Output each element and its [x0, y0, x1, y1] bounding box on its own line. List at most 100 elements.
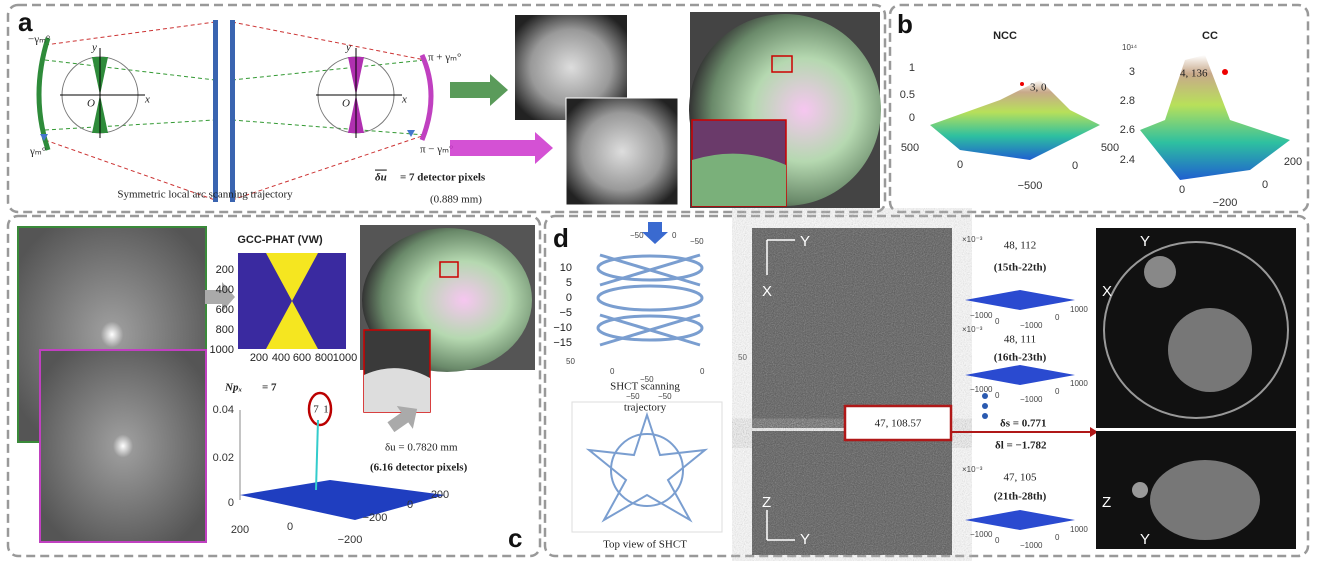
- tick-label: 0: [995, 317, 1000, 326]
- tick-label: 200: [431, 489, 449, 501]
- surface: [965, 365, 1075, 385]
- plot-title: NCC: [993, 30, 1017, 42]
- shift-px: (6.16 detector pixels): [370, 462, 468, 474]
- top-view: [589, 415, 705, 520]
- peak-label: 3, 0: [1030, 82, 1047, 94]
- tick-label: −1000: [1020, 395, 1043, 404]
- exponent: 10¹⁴: [1122, 43, 1138, 52]
- tick-label: 0: [1055, 533, 1060, 542]
- tick-label: 3: [1129, 66, 1135, 78]
- tick-label: 0: [228, 497, 234, 509]
- surface: [240, 480, 445, 520]
- tick-label: 0: [909, 112, 915, 124]
- tick-label: 2.8: [1120, 95, 1135, 107]
- tick-label: 600: [216, 304, 234, 316]
- tick-label: 1000: [1070, 305, 1088, 314]
- inset-detail: [692, 154, 786, 206]
- tick-label: −500: [1018, 180, 1043, 192]
- peak-marker: [1222, 69, 1228, 75]
- axis-label: x: [144, 94, 150, 106]
- figure: a y x O y x O −γₘ° γₘ° π + γₘ° π − γₘ° S…: [0, 0, 1317, 561]
- peak-plots: ×10⁻³ 48, 112 (15th-22th) −1000 0 −1000 …: [962, 235, 1088, 550]
- tick-label: 0: [566, 292, 572, 304]
- tick-label: 400: [216, 284, 234, 296]
- tick-label: 600: [293, 352, 311, 364]
- axis-label: Y: [1140, 233, 1150, 250]
- axis-label: x: [401, 94, 407, 106]
- arrow: [450, 74, 508, 106]
- tick-label: −200: [338, 534, 363, 546]
- shift-mm: (0.889 mm): [430, 194, 482, 206]
- tick-label: 2.6: [1120, 124, 1135, 136]
- tick-group: 200 400 600 800 1000: [210, 264, 234, 356]
- tick-label: −1000: [970, 530, 993, 539]
- plot-title: CC: [1202, 30, 1218, 42]
- tick-label: −200: [1213, 197, 1238, 209]
- tick-label: 1000: [210, 344, 234, 356]
- angle-label: π + γₘ°: [428, 52, 461, 64]
- frame-range: (15th-22th): [994, 262, 1047, 274]
- ct-structure: [1144, 256, 1176, 288]
- tick-label: 500: [901, 142, 919, 154]
- fft-image: [40, 350, 206, 542]
- plot-title: GCC-PHAT (VW): [237, 234, 323, 246]
- estimate-text: = 7: [262, 382, 277, 394]
- caption: trajectory: [624, 402, 667, 414]
- ct-noise: [752, 228, 952, 428]
- origin-label: O: [87, 98, 95, 110]
- projection-image: [566, 98, 678, 205]
- ellipsis-dot: [982, 393, 988, 399]
- shift-text: = 7 detector pixels: [400, 172, 486, 184]
- exponent: ×10⁻³: [962, 465, 983, 474]
- surface: [965, 510, 1075, 530]
- surface: [930, 80, 1100, 160]
- tick-label: −200: [363, 512, 388, 524]
- tick-label: 0: [1262, 179, 1268, 191]
- helix: [598, 255, 702, 345]
- axis-label: Z: [762, 494, 771, 511]
- tick-label: 200: [250, 352, 268, 364]
- tick-label: 10: [560, 262, 572, 274]
- tick-group: 10 5 0 −5 −10 −15: [553, 262, 572, 349]
- delta-l: δl = −1.782: [995, 440, 1047, 452]
- tick-label: 5: [566, 277, 572, 289]
- detector: [213, 20, 218, 202]
- surface: [965, 290, 1075, 310]
- tick-label: 0.5: [900, 89, 915, 101]
- peak-label: 47, 105: [1004, 472, 1038, 484]
- tick-label: 0: [407, 499, 413, 511]
- tick-label: −1000: [970, 311, 993, 320]
- tick-label: 0: [610, 367, 615, 376]
- ct-noise: [752, 431, 952, 555]
- arc: [422, 55, 431, 140]
- axis-label: Z: [1102, 494, 1111, 511]
- tick-label: −50: [658, 392, 672, 401]
- detector: [230, 20, 235, 202]
- tick-label: 0: [1055, 313, 1060, 322]
- axis-label: X: [1102, 283, 1112, 300]
- tick-label: 200: [216, 264, 234, 276]
- tick-label: 0: [1179, 184, 1185, 196]
- ellipsis-dot: [982, 413, 988, 419]
- panel-label: a: [18, 7, 33, 37]
- tick-label: −10: [553, 322, 572, 334]
- peak-label: 7: [313, 404, 319, 416]
- panel-label: d: [553, 223, 569, 253]
- shift-symbol: δu: [375, 172, 387, 184]
- tick-label: 1000: [1070, 379, 1088, 388]
- exponent: ×10⁻³: [962, 235, 983, 244]
- tick-label: 0: [1072, 160, 1078, 172]
- delta-s: δs = 0.771: [1000, 418, 1047, 430]
- arrow: [450, 132, 553, 164]
- estimate-symbol: Npₓ: [224, 382, 242, 394]
- caption: Top view of SHCT: [603, 539, 687, 551]
- frame-range: (21th-28th): [994, 491, 1047, 503]
- tick-label: 2.4: [1120, 154, 1135, 166]
- tick-label: −50: [630, 231, 644, 240]
- caption: SHCT scanning: [610, 381, 680, 393]
- tick-label: 0.02: [213, 452, 234, 464]
- tick-label: 200: [231, 524, 249, 536]
- tick-label: −5: [559, 307, 572, 319]
- axis-label: Y: [800, 531, 810, 548]
- tick-label: 800: [315, 352, 333, 364]
